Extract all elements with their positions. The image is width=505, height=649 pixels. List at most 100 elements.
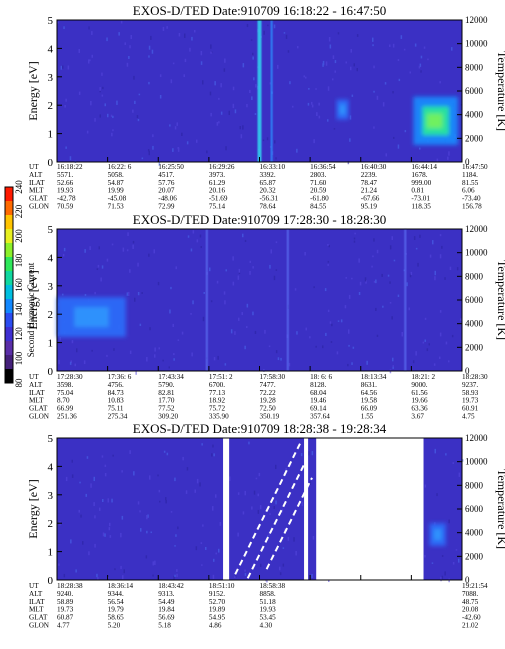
temperature-tick-label: 8000 [465,480,484,490]
ephemeris-value: 61.56 [411,389,428,397]
ephemeris-value: 8858. [260,590,276,598]
ephemeris-value: 9344. [108,590,124,598]
ephemeris-value: 75.11 [108,405,124,413]
ephemeris-value: 7088. [462,590,478,598]
ephemeris-row-label: MLT [29,397,44,405]
temperature-tick-label: 4000 [465,110,484,120]
temperature-tick-label: 6000 [465,504,484,514]
ephemeris-value: 335.90 [209,413,229,421]
colorbar-tick-label: 140 [14,302,24,316]
ephemeris-value: 16:22: 6 [108,163,132,171]
ephemeris-value: 66.99 [57,405,74,413]
colorbar: 80 100 120 140 160 180 200 220 240 Second Harmoni… [4,180,36,388]
colorbar-segment [5,299,13,314]
panel-title: EXOS-D/TED Date:910709 16:18:22 - 16:47:… [133,3,386,18]
ephemeris-value: 19.73 [462,397,479,405]
ephemeris-value: 63.36 [411,405,428,413]
ephemeris-value: 19.66 [411,397,428,405]
ephemeris-value: 17:58:30 [260,373,286,381]
feature-blob-1 [57,297,126,337]
ephemeris-value: 77.13 [209,389,226,397]
temperature-tick-label: 0 [465,575,470,585]
ephemeris-value: 350.19 [260,413,280,421]
energy-axis-label: Energy [eV] [26,61,40,120]
ephemeris-row-label: GLON [29,622,50,630]
ephemeris-value: 2239. [361,171,377,179]
ephemeris-value: 118.35 [411,203,431,211]
ephemeris-value: 0.81 [411,187,424,195]
temperature-tick-label: 8000 [465,62,484,72]
ephemeris-value: 52.70 [209,598,226,606]
ephemeris-value: 18:21: 2 [411,373,435,381]
ephemeris-value: 5571. [57,171,73,179]
ephemeris-value: -42.60 [462,614,481,622]
spectrogram-panel-2: EXOS-D/TED Date:910709 17:28:30 - 18:28:… [26,212,505,421]
ephemeris-value: 19.73 [57,606,74,614]
ephemeris-row-label: ILAT [29,598,45,606]
ephemeris-value: 19.46 [310,397,327,405]
temperature-axis-label: Temperature [K] [495,51,505,131]
ephemeris-value: 21.02 [462,622,479,630]
ephemeris-value: -61.80 [310,195,329,203]
ephemeris-value: 17.70 [158,397,175,405]
ephemeris-value: 5.20 [108,622,121,630]
ephemeris-value: 18:36:14 [108,582,134,590]
ephemeris-value: 16:47:50 [462,163,488,171]
ephemeris-value: 19.79 [108,606,125,614]
ephemeris-value: 78.47 [361,179,378,187]
ephemeris-row-label: ALT [29,171,43,179]
ephemeris-value: 20.59 [310,187,327,195]
ephemeris-row-label: GLAT [29,614,48,622]
colorbar-segment [5,355,13,370]
energy-tick-label: 3 [48,72,54,84]
ephemeris-value: 8128. [310,381,326,389]
energy-tick-label: 4 [48,252,54,264]
feature-data-gap-2 [304,438,309,580]
feature-blob-5 [429,523,446,546]
temperature-tick-label: 4000 [465,528,484,538]
ephemeris-value: 16:44:14 [411,163,437,171]
ephemeris-value: 18: 6: 6 [310,373,332,381]
colorbar-segment [5,285,13,300]
ephemeris-value: 16:40:30 [361,163,387,171]
energy-tick-label: 2 [48,309,54,321]
ephemeris-value: 18:43:42 [158,582,184,590]
colorbar-tick-label: 240 [14,180,24,194]
ephemeris-value: 17:51: 2 [209,373,233,381]
ephemeris-value: 3392. [260,171,276,179]
ephemeris-value: 17:43:34 [158,373,184,381]
ephemeris-value: 71.53 [108,203,125,211]
ephemeris-value: 51.18 [260,598,277,606]
ephemeris-value: 66.09 [361,405,378,413]
ephemeris-value: 19:21:54 [462,582,488,590]
ephemeris-value: 9000. [411,381,427,389]
energy-axis-label: Energy [eV] [26,270,40,329]
colorbar-segment [5,271,13,286]
ephemeris-value: 57.76 [158,179,175,187]
ephemeris-value: 18:28:38 [57,582,83,590]
energy-tick-label: 5 [48,224,54,236]
temperature-tick-label: 10000 [465,39,488,49]
colorbar-segment [5,341,13,356]
ephemeris-row-label: UT [29,582,39,590]
colorbar-segment [5,243,13,258]
ephemeris-value: -73.40 [462,195,481,203]
colorbar-segment [5,369,13,384]
temperature-tick-label: 12000 [465,15,488,25]
ephemeris-row-label: GLAT [29,405,48,413]
feature-vertical-streak-2 [270,20,273,162]
ephemeris-value: 78.64 [260,203,277,211]
energy-tick-label: 5 [48,15,54,27]
ephemeris-value: 17:28:30 [57,373,83,381]
colorbar-tick-label: 160 [14,278,24,292]
ephemeris-value: 77.52 [158,405,175,413]
ephemeris-value: 4517. [158,171,174,179]
feature-blob-3 [413,96,458,145]
colorbar-segment [5,215,13,230]
ephemeris-row-label: GLAT [29,195,48,203]
feature-vertical-streak-2 [205,229,208,371]
ephemeris-value: 69.14 [310,405,327,413]
temperature-tick-label: 6000 [465,295,484,305]
ephemeris-value: 71.60 [310,179,327,187]
temperature-tick-label: 4000 [465,319,484,329]
